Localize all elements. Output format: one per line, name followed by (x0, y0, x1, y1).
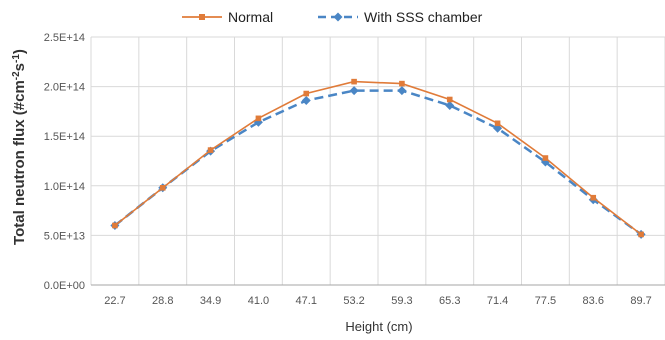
data-point-normal (399, 80, 405, 87)
y-axis-title-end: ) (11, 49, 28, 54)
gridlines (90, 36, 665, 286)
series-line-with-sss-chamber (114, 89, 642, 236)
y-tick-label: 2.0E+14 (44, 82, 85, 94)
data-point-with-sss-chamber (349, 86, 359, 96)
data-point-with-sss-chamber (301, 95, 311, 105)
x-tick-label: 47.1 (296, 295, 317, 307)
x-tick-label: 83.6 (583, 295, 604, 307)
data-point-with-sss-chamber (493, 123, 503, 133)
x-tick-label: 22.7 (104, 295, 125, 307)
y-tick-label: 0.0E+00 (44, 280, 85, 292)
y-tick-label: 1.5E+14 (44, 131, 85, 143)
x-tick-label: 28.8 (152, 295, 173, 307)
series-layer (110, 78, 646, 239)
y-axis-title-sup2: -1 (11, 54, 22, 63)
x-tick-label: 89.7 (630, 295, 651, 307)
legend-marker-normal (199, 14, 205, 20)
y-tick-label: 1.0E+14 (44, 181, 85, 193)
y-axis-title-main: Total neutron flux (#cm (11, 80, 28, 245)
data-point-normal (303, 90, 310, 97)
data-point-normal (494, 120, 501, 127)
data-point-normal (590, 194, 597, 201)
x-tick-label: 59.3 (391, 295, 412, 307)
legend-label-with-sss-chamber: With SSS chamber (364, 9, 483, 25)
data-point-normal (112, 222, 118, 229)
x-axis-ticks: 22.7 28.8 34.9 41.0 47.1 53.2 59.3 65.3 71.4 77.5… (104, 295, 652, 307)
y-axis-title-mid: s (11, 63, 28, 71)
legend-marker-with-sss-chamber (333, 12, 343, 22)
data-point-normal (446, 96, 453, 103)
x-tick-label: 34.9 (200, 295, 221, 307)
y-tick-label: 2.5E+14 (44, 32, 85, 44)
series-line-normal (114, 80, 642, 236)
legend: Normal With SSS chamber (182, 9, 483, 25)
data-point-normal (255, 115, 262, 122)
y-tick-label: 5.0E+13 (44, 230, 85, 242)
data-point-with-sss-chamber (445, 100, 455, 110)
data-point-normal (351, 78, 357, 85)
y-axis-title-sup1: -2 (11, 71, 22, 80)
data-point-normal (542, 155, 549, 161)
data-point-normal (638, 231, 644, 238)
y-axis-title: Total neutron flux (#cm-2s-1) (11, 49, 29, 245)
x-axis-title: Height (cm) (345, 319, 412, 334)
data-point-normal (159, 184, 166, 191)
x-tick-label: 65.3 (439, 295, 460, 307)
data-point-with-sss-chamber (397, 86, 407, 96)
x-tick-label: 53.2 (343, 295, 364, 307)
x-tick-label: 41.0 (248, 295, 269, 307)
legend-label-normal: Normal (228, 9, 273, 25)
data-point-normal (207, 147, 214, 153)
x-tick-label: 77.5 (535, 295, 556, 307)
y-axis-ticks: 0.0E+00 5.0E+13 1.0E+14 1.5E+14 2.0E+14 2.5E+… (44, 32, 85, 292)
x-tick-label: 71.4 (487, 295, 508, 307)
